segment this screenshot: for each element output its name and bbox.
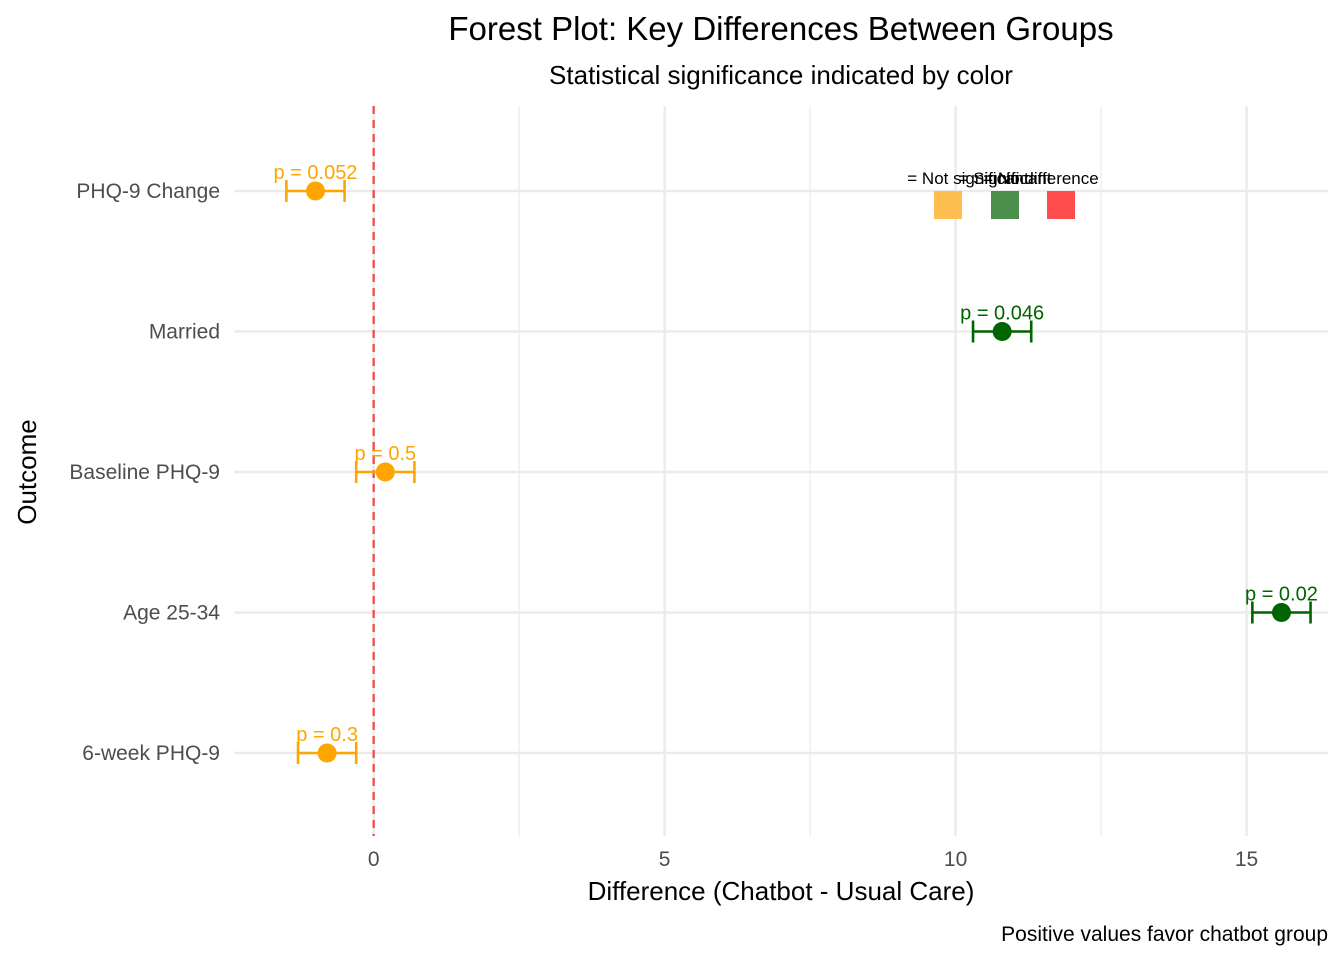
p-value-label: p = 0.046 bbox=[960, 303, 1044, 325]
p-value-label: p = 0.052 bbox=[273, 162, 357, 184]
y-axis-tick-labels: PHQ-9 Change Married Baseline PHQ-9 Age 25-… bbox=[69, 180, 220, 765]
chart-caption: Positive values favor chatbot group bbox=[1001, 923, 1328, 946]
point-estimate bbox=[992, 322, 1012, 341]
data-marks: p = 0.052 p = 0.046 p = 0.5 p = 0.02 p = 0.3 bbox=[273, 162, 1318, 764]
legend-label: = No difference bbox=[983, 169, 1098, 188]
x-axis-title: Difference (Chatbot - Usual Care) bbox=[588, 876, 975, 906]
p-value-label: p = 0.5 bbox=[354, 443, 416, 465]
forest-row-2: p = 0.5 bbox=[354, 443, 416, 483]
x-tick-label: 5 bbox=[659, 848, 671, 871]
legend-swatch bbox=[934, 191, 962, 219]
p-value-label: p = 0.02 bbox=[1245, 584, 1318, 606]
legend-label: = Not significant bbox=[907, 169, 1029, 188]
point-estimate bbox=[1271, 603, 1291, 622]
legend-swatch bbox=[1047, 191, 1075, 219]
y-axis-title: Outcome bbox=[12, 419, 42, 525]
y-tick-label: Baseline PHQ-9 bbox=[69, 461, 220, 484]
point-estimate bbox=[305, 181, 325, 201]
forest-row-0: p = 0.052 bbox=[273, 162, 357, 202]
y-tick-label: Married bbox=[149, 321, 220, 344]
point-estimate bbox=[375, 462, 395, 482]
forest-row-4: p = 0.3 bbox=[296, 724, 358, 764]
forest-row-3: p = 0.02 bbox=[1245, 584, 1318, 624]
major-gridlines bbox=[234, 106, 1328, 836]
chart-title: Forest Plot: Key Differences Between Gro… bbox=[448, 10, 1113, 47]
chart-subtitle: Statistical significance indicated by co… bbox=[549, 60, 1013, 90]
point-estimate bbox=[317, 743, 337, 763]
y-tick-label: Age 25-34 bbox=[123, 602, 220, 625]
forest-row-1: p = 0.046 bbox=[960, 303, 1044, 343]
x-tick-label: 10 bbox=[944, 848, 967, 871]
x-axis-tick-labels: 0 5 10 15 bbox=[368, 848, 1258, 871]
legend: = Not significant= Significant= No diffe… bbox=[907, 169, 1099, 219]
legend-label: = Significant bbox=[958, 169, 1051, 188]
p-value-label: p = 0.3 bbox=[296, 724, 358, 746]
y-tick-label: 6-week PHQ-9 bbox=[82, 742, 220, 765]
legend-swatch bbox=[991, 191, 1019, 219]
x-tick-label: 15 bbox=[1235, 848, 1258, 871]
x-tick-label: 0 bbox=[368, 848, 380, 871]
y-tick-label: PHQ-9 Change bbox=[76, 180, 220, 203]
